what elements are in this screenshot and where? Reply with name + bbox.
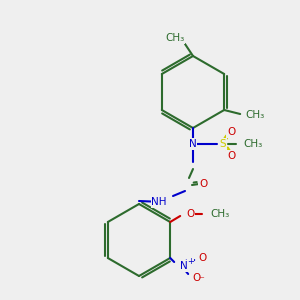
Text: O: O xyxy=(199,179,207,189)
Text: CH₃: CH₃ xyxy=(243,139,262,149)
Text: CH₃: CH₃ xyxy=(245,110,264,120)
Text: O: O xyxy=(192,273,200,283)
Text: O: O xyxy=(186,209,194,219)
Text: +: + xyxy=(187,256,194,266)
Text: CH₃: CH₃ xyxy=(210,209,230,219)
Text: N: N xyxy=(189,139,197,149)
Text: N: N xyxy=(180,261,188,271)
Text: ⁻: ⁻ xyxy=(198,275,204,285)
Text: S: S xyxy=(220,139,226,149)
Text: O: O xyxy=(227,151,235,161)
Text: NH: NH xyxy=(152,197,167,207)
Text: O: O xyxy=(198,253,206,263)
Text: CH₃: CH₃ xyxy=(165,33,184,43)
Text: O: O xyxy=(227,127,235,137)
